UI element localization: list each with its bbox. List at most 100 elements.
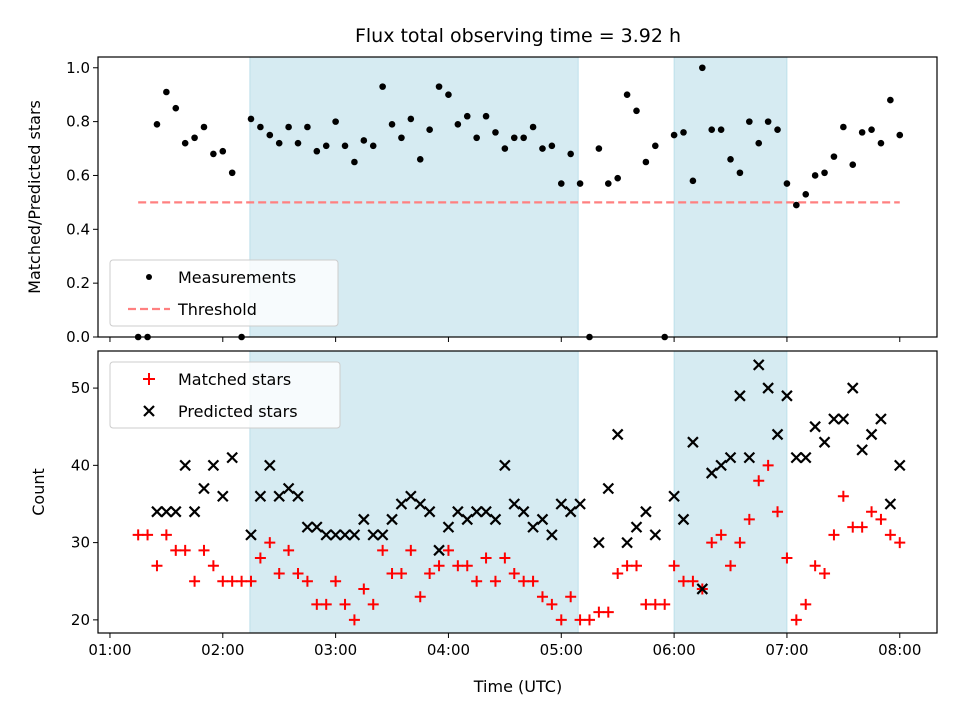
matched-star-point	[668, 560, 680, 572]
count-panel: 20 30 40 50 01:00 02:00 03:00 04:00 05:00 06:00 07…	[71, 350, 938, 659]
measurement-point	[736, 169, 744, 177]
measurement-point	[539, 145, 546, 152]
matched-star-point	[461, 560, 473, 572]
x-tick-label: 01:00	[88, 641, 131, 659]
chart-title: Flux total observing time = 3.92 h	[355, 25, 681, 47]
matched-star-point	[405, 544, 417, 556]
predicted-star-point	[301, 521, 314, 533]
measurement-point	[445, 91, 452, 98]
measurement-point	[435, 83, 443, 90]
y-tick-label: 20	[71, 611, 90, 629]
ratio-panel: 0.0 0.2 0.4 0.6 0.8 1.0 Measurements Threshold	[66, 56, 938, 346]
measurement-point	[219, 147, 227, 155]
measurement-point	[501, 145, 509, 152]
predicted-star-point	[809, 420, 821, 433]
predicted-star-point	[508, 498, 521, 510]
measurement-point	[379, 83, 386, 90]
predicted-star-point	[724, 451, 737, 464]
predicted-star-point	[781, 390, 793, 402]
shaded-interval	[673, 350, 788, 634]
matched-star-point	[583, 614, 595, 626]
matched-star-point	[395, 568, 407, 580]
matched-star-point	[358, 583, 370, 595]
predicted-star-point	[734, 390, 746, 402]
shaded-interval	[673, 56, 788, 338]
measurement-point	[811, 172, 819, 179]
bottom-y-axis-label: Count	[29, 468, 48, 516]
matched-star-point	[160, 529, 172, 541]
measurement-point	[510, 134, 518, 142]
predicted-star-point	[169, 505, 182, 518]
predicted-star-point	[264, 459, 276, 472]
predicted-star-point	[292, 490, 304, 503]
measurement-point	[802, 191, 810, 198]
measurement-point	[576, 180, 584, 187]
predicted-star-point	[555, 498, 568, 510]
matched-star-point	[518, 575, 530, 587]
predicted-star-point	[179, 459, 191, 472]
matched-star-point	[866, 506, 878, 518]
predicted-star-point	[423, 505, 436, 518]
measurement-point	[821, 169, 828, 177]
measurement-point	[163, 88, 170, 96]
measurement-point	[332, 118, 339, 125]
matched-star-point	[254, 552, 266, 564]
measurement-point	[755, 139, 763, 147]
matched-star-point	[743, 513, 755, 525]
measurement-point	[614, 174, 621, 182]
matched-star-point	[715, 529, 727, 541]
matched-star-point	[828, 529, 840, 541]
matched-star-point	[659, 598, 671, 610]
measurement-point	[294, 139, 302, 147]
matched-star-point	[790, 614, 802, 626]
matched-star-point	[734, 537, 746, 549]
measurement-point	[708, 126, 716, 133]
predicted-star-point	[649, 529, 662, 541]
predicted-star-point	[602, 482, 615, 495]
matched-star-point	[781, 552, 793, 564]
matched-star-point	[800, 598, 812, 610]
measurement-point	[877, 139, 885, 147]
matched-star-point	[894, 537, 906, 549]
predicted-star-point	[752, 359, 765, 371]
matched-star-point	[264, 537, 276, 549]
measurement-point	[228, 169, 236, 177]
predicted-star-point	[771, 428, 784, 441]
measurement-point	[172, 104, 180, 112]
predicted-star-point	[358, 513, 370, 526]
measurement-point	[699, 64, 706, 72]
matched-star-point	[414, 591, 426, 603]
matched-star-point	[649, 598, 661, 610]
x-tick-label: 07:00	[765, 641, 808, 659]
matched-star-point	[142, 529, 154, 541]
predicted-star-point	[593, 536, 605, 549]
measurement-point	[652, 142, 659, 150]
matched-star-point	[311, 598, 323, 610]
legend-label: Threshold	[177, 300, 257, 319]
measurement-point	[482, 112, 490, 120]
predicted-star-point	[668, 490, 680, 503]
x-tick-label: 08:00	[878, 641, 921, 659]
matched-star-point	[301, 575, 313, 587]
predicted-star-point	[677, 513, 690, 526]
matched-star-point	[527, 575, 539, 587]
y-tick-label: 1.0	[66, 59, 90, 77]
matched-star-point	[424, 568, 436, 580]
predicted-star-point	[226, 451, 238, 464]
measurement-point	[247, 115, 255, 123]
top-y-axis-label: Matched/Predicted stars	[25, 100, 44, 294]
predicted-star-point	[329, 529, 342, 541]
top-axes-frame	[97, 56, 938, 338]
matched-star-point	[772, 506, 784, 518]
predicted-star-point	[536, 513, 549, 526]
matched-star-point	[179, 544, 191, 556]
predicted-star-point	[376, 529, 389, 541]
matched-star-point	[452, 560, 464, 572]
y-tick-label: 40	[71, 456, 90, 474]
predicted-star-point	[630, 521, 643, 533]
matched-star-point	[189, 575, 201, 587]
matched-star-point	[226, 575, 238, 587]
predicted-star-point	[405, 490, 417, 503]
measurement-point	[689, 177, 697, 185]
